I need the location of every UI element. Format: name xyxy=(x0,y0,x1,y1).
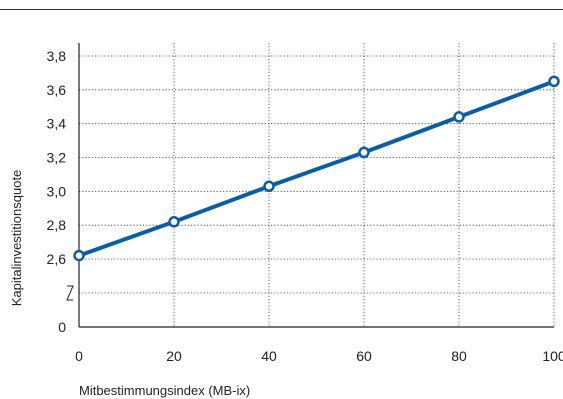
y-tick-label: 0 xyxy=(58,319,66,335)
data-point xyxy=(168,216,180,228)
top-rule xyxy=(0,9,563,10)
y-tick-label: 3,0 xyxy=(47,183,67,199)
y-tick-label: 3,2 xyxy=(47,150,67,166)
axis-break-icon xyxy=(66,285,74,301)
x-tick-labels: 0 20 40 60 80 100 xyxy=(75,348,563,364)
series xyxy=(73,75,560,262)
x-tick-label: 60 xyxy=(356,348,372,364)
x-tick-label: 80 xyxy=(451,348,467,364)
data-point xyxy=(548,75,560,88)
y-tick-label: 3,8 xyxy=(47,48,67,64)
x-tick-label: 40 xyxy=(261,348,277,364)
y-tick-label: 3,4 xyxy=(47,116,67,132)
y-tick-label: 2,6 xyxy=(47,251,67,267)
y-tick-label: 2,8 xyxy=(47,217,67,233)
data-point xyxy=(263,180,275,193)
x-tick-label: 0 xyxy=(75,348,83,364)
x-axis-title: Mitbestimmungsindex (MB-ix) xyxy=(79,383,250,398)
y-tick-labels: 0 2,6 2,8 3,0 3,2 3,4 3,6 3,8 xyxy=(47,48,67,335)
axes xyxy=(66,43,554,328)
y-tick-label: 3,6 xyxy=(47,82,67,98)
y-axis-title: Kapitalinvestitionsquote xyxy=(9,170,24,307)
data-point xyxy=(73,249,85,262)
data-point xyxy=(358,146,370,159)
x-tick-label: 100 xyxy=(542,348,563,364)
series-line xyxy=(77,79,556,258)
x-tick-label: 20 xyxy=(166,348,182,364)
data-point xyxy=(453,111,465,123)
grid-lines xyxy=(79,43,555,327)
